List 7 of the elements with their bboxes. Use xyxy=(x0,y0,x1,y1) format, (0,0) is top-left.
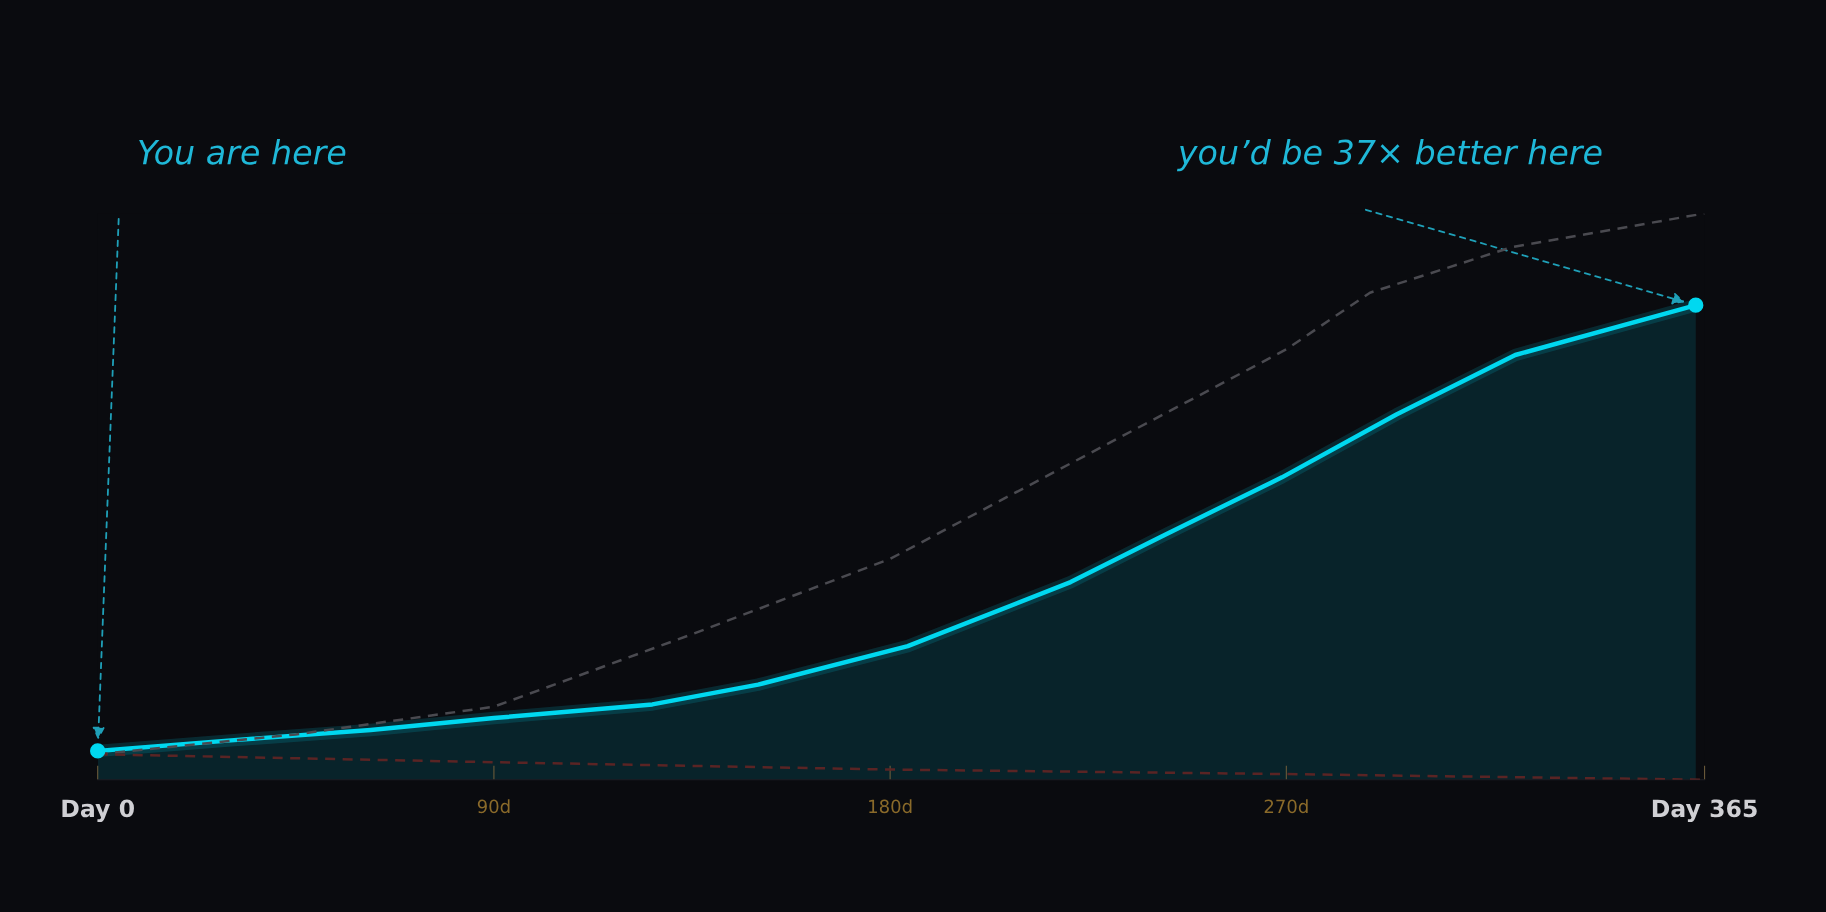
text: you’d be 37× better here xyxy=(1176,138,1602,172)
x-tick-label: 90d xyxy=(477,799,510,814)
text: You are here xyxy=(139,138,346,165)
x-tick-label: Day 0 xyxy=(62,799,134,823)
x-tick-label: Day 365 xyxy=(1652,799,1757,823)
x-tick-label: 270d xyxy=(1264,799,1308,814)
x-tick-label: 180d xyxy=(869,799,912,814)
